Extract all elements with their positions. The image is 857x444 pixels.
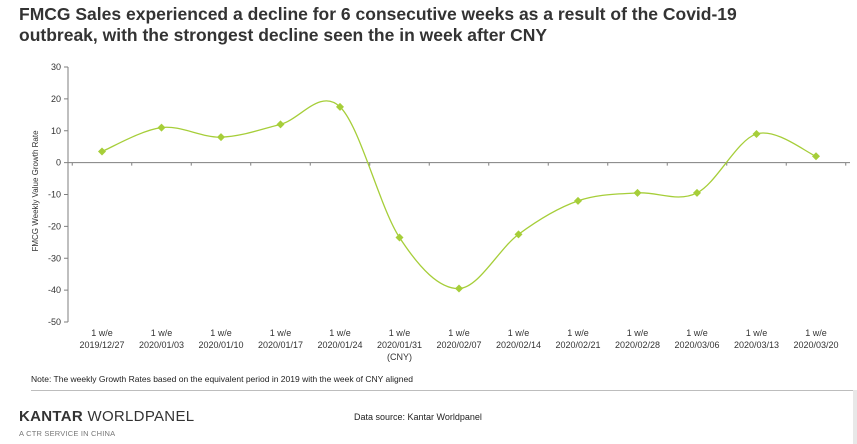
x-tick-label-date: 2019/12/27 <box>79 340 124 350</box>
data-point-marker <box>217 133 225 142</box>
x-tick-label-top: 1 w/e <box>270 328 292 338</box>
data-source: Data source: Kantar Worldpanel <box>354 412 482 422</box>
chart-title-line-2: outbreak, with the strongest decline see… <box>19 25 548 45</box>
x-tick-label-date: 2020/01/10 <box>198 340 243 350</box>
y-tick-label: 30 <box>51 62 61 72</box>
x-tick-label-top: 1 w/e <box>567 328 589 338</box>
x-tick-label-date: 2020/02/07 <box>436 340 481 350</box>
x-tick-label-top: 1 w/e <box>746 328 768 338</box>
logo-wordmark: KANTAR WORLDPANEL <box>19 408 194 425</box>
x-tick-label-top: 1 w/e <box>686 328 708 338</box>
x-tick-label-date: 2020/03/13 <box>734 340 779 350</box>
data-point-marker <box>455 284 463 293</box>
chart-axes <box>67 67 850 322</box>
x-tick-label-top: 1 w/e <box>151 328 173 338</box>
x-tick-label-top: 1 w/e <box>627 328 649 338</box>
y-tick-label: -10 <box>48 190 61 200</box>
data-point-marker <box>395 233 404 242</box>
right-edge-strip <box>853 390 857 444</box>
x-tick-label-top: 1 w/e <box>448 328 470 338</box>
data-point-marker <box>633 188 642 197</box>
logo-tagline: A CTR SERVICE IN CHINA <box>19 429 116 438</box>
y-tick-label: 20 <box>51 94 61 104</box>
x-tick-label-top: 1 w/e <box>805 328 827 338</box>
x-tick-label-date: 2020/01/24 <box>317 340 362 350</box>
x-tick-label-date: 2020/01/03 <box>139 340 184 350</box>
data-point-marker <box>276 120 285 129</box>
footer-divider <box>31 390 857 391</box>
data-point-marker <box>514 230 523 239</box>
y-tick-label: 0 <box>56 158 61 168</box>
x-tick-label-date: 2020/01/31 <box>377 340 422 350</box>
logo-rest: WORLDPANEL <box>83 408 195 425</box>
x-tick-label-note: (CNY) <box>387 352 412 362</box>
x-tick-label-top: 1 w/e <box>210 328 232 338</box>
x-tick-label-top: 1 w/e <box>508 328 530 338</box>
data-point-marker <box>336 102 344 111</box>
footnote: Note: The weekly Growth Rates based on t… <box>31 374 413 384</box>
y-tick-label: -20 <box>48 221 61 231</box>
data-point-marker <box>157 123 166 132</box>
data-point-marker <box>812 152 820 161</box>
chart-title: FMCG Sales experienced a decline for 6 c… <box>19 4 839 46</box>
series-markers <box>98 102 820 293</box>
x-tick-label-top: 1 w/e <box>389 328 411 338</box>
x-tick-label-date: 2020/01/17 <box>258 340 303 350</box>
x-tick-label-date: 2020/02/21 <box>555 340 600 350</box>
x-tick-label-top: 1 w/e <box>91 328 113 338</box>
x-tick-label-date: 2020/02/28 <box>615 340 660 350</box>
y-tick-label: 10 <box>51 126 61 136</box>
y-tick-label: -50 <box>48 317 61 327</box>
x-tick-label-date: 2020/03/06 <box>674 340 719 350</box>
data-point-marker <box>693 188 701 197</box>
data-point-marker <box>98 147 106 156</box>
x-tick-label-date: 2020/03/20 <box>793 340 838 350</box>
x-tick-label-top: 1 w/e <box>329 328 351 338</box>
y-tick-label: -40 <box>48 285 61 295</box>
x-axis-ticks: 1 w/e 2019/12/27 1 w/e 2020/01/03 1 w/e 2020/… <box>71 162 847 362</box>
y-axis-ticks: 30 20 10 0 -10 -20 -30 -40 -50 <box>48 62 68 327</box>
data-point-marker <box>752 129 761 138</box>
data-point-marker <box>574 196 582 205</box>
y-axis-label: FMCG Weekly Value Growth Rate <box>31 130 40 252</box>
logo-bold: KANTAR <box>19 408 84 425</box>
kantar-logo: KANTAR WORLDPANEL A CTR SERVICE IN CHINA <box>19 408 194 438</box>
x-tick-label-date: 2020/02/14 <box>496 340 541 350</box>
series-line <box>101 100 817 290</box>
chart-title-line-1: FMCG Sales experienced a decline for 6 c… <box>19 4 737 24</box>
y-tick-label: -30 <box>48 253 61 263</box>
